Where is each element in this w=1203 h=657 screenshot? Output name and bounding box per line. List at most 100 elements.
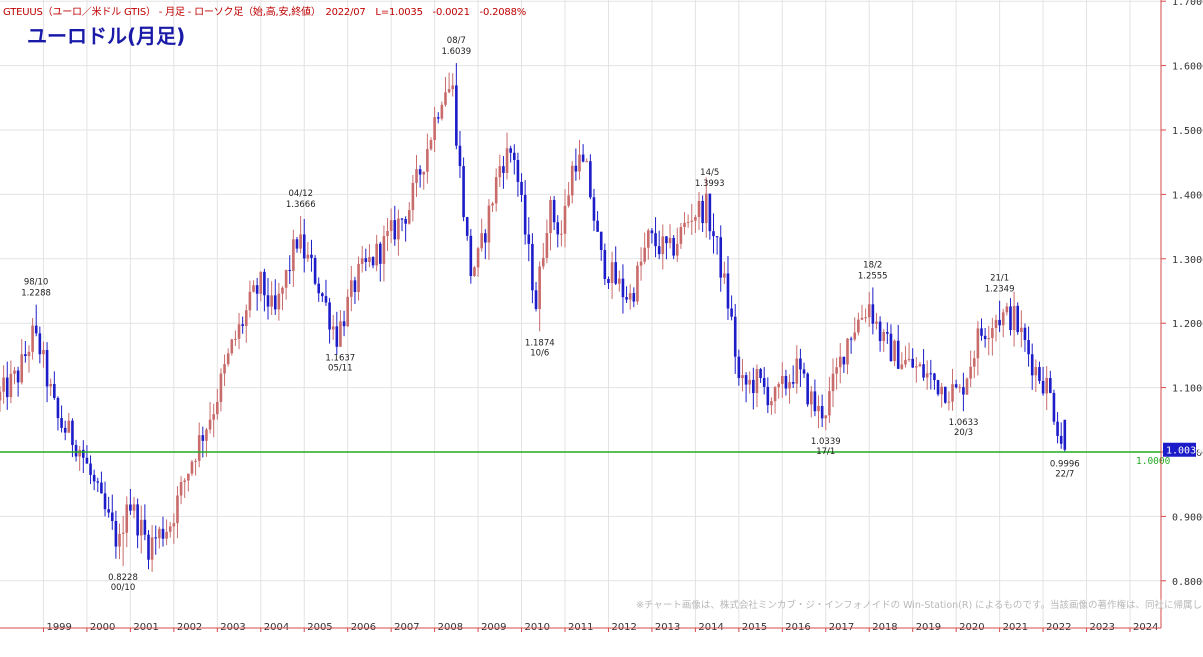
candle-body <box>172 523 176 527</box>
candle-body <box>422 171 426 175</box>
candle-body <box>176 495 179 524</box>
peak-date-label: 14/5 <box>700 168 719 178</box>
candle-body <box>378 243 382 264</box>
candle-body <box>509 148 512 153</box>
candle-body <box>292 239 295 271</box>
candle-body <box>585 161 589 163</box>
candle-body <box>552 200 556 223</box>
candle-body <box>302 234 306 259</box>
candle-body <box>150 537 154 560</box>
y-tick-label: 1.2000 <box>1172 319 1203 330</box>
candle-body <box>407 210 411 224</box>
candle-body <box>831 373 835 392</box>
candle-body <box>614 262 618 284</box>
candle-body <box>436 117 440 119</box>
candle-body <box>969 366 972 379</box>
candle-body <box>730 308 733 317</box>
candle-body <box>252 285 255 292</box>
candle-body <box>364 258 368 262</box>
candle-body <box>1023 327 1027 341</box>
candle-body <box>1005 306 1009 313</box>
candle-body <box>806 373 809 405</box>
candle-body <box>998 319 1001 326</box>
candle-body <box>737 356 741 379</box>
candle-body <box>766 386 770 406</box>
candle-body <box>455 85 458 146</box>
chart-title: ユーロドル(月足) <box>27 24 186 48</box>
candle-body <box>469 235 473 277</box>
candle-body <box>520 181 523 195</box>
candle-body <box>607 278 610 284</box>
candle-body <box>621 278 625 298</box>
trough-date-label: 05/11 <box>328 364 353 374</box>
candle-body <box>389 220 393 231</box>
candle-body <box>871 304 875 324</box>
candle-body <box>820 405 824 419</box>
candle-body <box>933 373 936 381</box>
trough-value-label: 1.0633 <box>949 418 979 428</box>
candle-body <box>828 391 831 416</box>
candle-body <box>465 217 469 236</box>
candle-body <box>158 528 161 539</box>
candle-body <box>368 257 371 262</box>
candle-body <box>281 287 284 294</box>
trough-date-label: 22/7 <box>1055 469 1074 479</box>
candle-body <box>234 338 237 340</box>
candle-body <box>386 230 389 237</box>
candle-body <box>628 293 632 300</box>
candle-body <box>103 493 107 510</box>
peak-date-label: 18/2 <box>863 260 882 270</box>
candle-body <box>599 231 603 251</box>
candle-body <box>1009 306 1012 331</box>
candle-body <box>943 386 947 403</box>
trough-value-label: 0.9996 <box>1050 459 1080 469</box>
candle-body <box>317 283 321 294</box>
candle-body <box>484 233 487 243</box>
y-tick-label: 1.3000 <box>1172 255 1203 266</box>
candle-body <box>24 354 27 357</box>
candle-body <box>1001 312 1005 326</box>
candle-body <box>353 280 357 292</box>
candle-body <box>114 520 118 547</box>
candle-body <box>592 197 596 221</box>
candle-body <box>762 377 766 387</box>
candle-body <box>907 358 911 360</box>
candle-body <box>324 296 328 303</box>
candle-body <box>668 237 672 244</box>
candle-body <box>610 262 614 284</box>
candle-body <box>712 231 715 237</box>
candle-body <box>34 325 38 334</box>
y-tick-label: 1.6000 <box>1172 62 1203 73</box>
candle-body <box>788 382 791 389</box>
candle-body <box>1030 354 1034 376</box>
candle-body <box>632 293 636 302</box>
candle-body <box>212 414 215 420</box>
candle-body <box>657 246 661 255</box>
candle-body <box>2 377 5 392</box>
last-price-box <box>1163 442 1196 457</box>
candle-body <box>900 364 904 369</box>
candle-body <box>733 316 737 357</box>
candle-body <box>541 257 545 267</box>
candle-body <box>85 457 89 464</box>
candle-body <box>277 293 281 310</box>
candle-body <box>306 254 310 259</box>
candle-body <box>665 236 668 244</box>
candle-body <box>299 234 302 249</box>
candle-body <box>799 358 802 370</box>
candle-body <box>864 317 867 319</box>
candle-body <box>49 383 53 387</box>
candle-body <box>741 375 744 379</box>
candle-body <box>842 356 846 365</box>
candle-body <box>704 193 708 224</box>
candle-body <box>248 291 252 311</box>
candle-body <box>498 166 502 178</box>
candle-body <box>755 369 759 394</box>
candle-body <box>480 233 483 249</box>
reference-line-layer: 1.0000 <box>0 451 1171 467</box>
candle-body <box>197 435 201 461</box>
candle-body <box>911 358 914 368</box>
candle-body <box>795 358 799 384</box>
